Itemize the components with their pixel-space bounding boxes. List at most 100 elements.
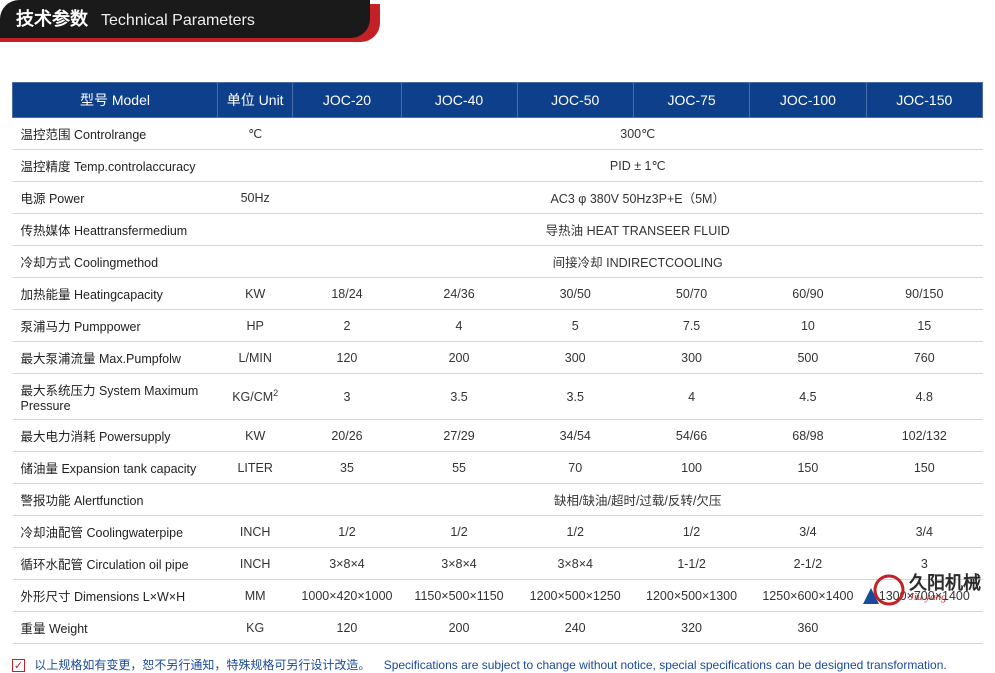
row-cell: 35 [293, 452, 401, 484]
row-cell: 3×8×4 [517, 548, 633, 580]
row-cell: 18/24 [293, 278, 401, 310]
table-row: 储油量 Expansion tank capacityLITER35557010… [13, 452, 983, 484]
row-label: 传热媒体 Heattransfermedium [13, 214, 218, 246]
row-cell: 4 [633, 374, 749, 420]
row-cell: 5 [517, 310, 633, 342]
column-header: JOC-40 [401, 83, 517, 118]
row-cell: 68/98 [750, 420, 866, 452]
row-label: 最大泵浦流量 Max.Pumpfolw [13, 342, 218, 374]
row-cell: 70 [517, 452, 633, 484]
row-cell: 54/66 [633, 420, 749, 452]
row-value-spanned: 导热油 HEAT TRANSEER FLUID [293, 214, 983, 246]
row-value-spanned: AC3 φ 380V 50Hz3P+E（5M） [293, 182, 983, 214]
column-header: JOC-20 [293, 83, 401, 118]
row-cell: 15 [866, 310, 982, 342]
row-cell: 3×8×4 [401, 548, 517, 580]
parameters-table: 型号 Model单位 UnitJOC-20JOC-40JOC-50JOC-75J… [12, 82, 983, 644]
row-label: 冷却油配管 Coolingwaterpipe [13, 516, 218, 548]
row-cell: 34/54 [517, 420, 633, 452]
row-cell: 1200×500×1300 [633, 580, 749, 612]
row-unit [217, 214, 292, 246]
table-row: 泵浦马力 PumppowerHP2457.51015 [13, 310, 983, 342]
row-cell: 2-1/2 [750, 548, 866, 580]
row-cell: 320 [633, 612, 749, 644]
row-cell: 55 [401, 452, 517, 484]
row-cell: 2 [293, 310, 401, 342]
row-cell: 7.5 [633, 310, 749, 342]
row-cell: 360 [750, 612, 866, 644]
row-label: 最大系统压力 System Maximum Pressure [13, 374, 218, 420]
column-header: 型号 Model [13, 83, 218, 118]
table-row: 冷却油配管 CoolingwaterpipeINCH1/21/21/21/23/… [13, 516, 983, 548]
row-value-spanned: 缺相/缺油/超时/过载/反转/欠压 [293, 484, 983, 516]
row-label: 温控范围 Controlrange [13, 118, 218, 150]
table-row: 电源 Power50HzAC3 φ 380V 50Hz3P+E（5M） [13, 182, 983, 214]
table-header: 型号 Model单位 UnitJOC-20JOC-40JOC-50JOC-75J… [13, 83, 983, 118]
table-row: 最大系统压力 System Maximum PressureKG/CM233.5… [13, 374, 983, 420]
table-row: 温控范围 Controlrange℃300℃ [13, 118, 983, 150]
banner-title-en: Technical Parameters [101, 12, 255, 29]
row-unit: KW [217, 278, 292, 310]
row-cell: 1250×600×1400 [750, 580, 866, 612]
row-value-spanned: 300℃ [293, 118, 983, 150]
row-unit: KW [217, 420, 292, 452]
table-row: 冷却方式 Coolingmethod 间接冷却 INDIRECTCOOLING [13, 246, 983, 278]
row-cell: 60/90 [750, 278, 866, 310]
row-unit [217, 484, 292, 516]
row-cell: 30/50 [517, 278, 633, 310]
row-label: 循环水配管 Circulation oil pipe [13, 548, 218, 580]
row-label: 冷却方式 Coolingmethod [13, 246, 218, 278]
row-label: 加热能量 Heatingcapacity [13, 278, 218, 310]
row-unit: KG [217, 612, 292, 644]
footnote-en: Specifications are subject to change wit… [384, 658, 947, 672]
table-row: 传热媒体 Heattransfermedium 导热油 HEAT TRANSEER… [13, 214, 983, 246]
row-label: 重量 Weight [13, 612, 218, 644]
title-banner: 技术参数 Technical Parameters [0, 0, 995, 42]
row-cell: 20/26 [293, 420, 401, 452]
table-row: 最大泵浦流量 Max.PumpfolwL/MIN1202003003005007… [13, 342, 983, 374]
row-cell: 90/150 [866, 278, 982, 310]
row-unit: KG/CM2 [217, 374, 292, 420]
footnote: ✓ 以上规格如有变更，恕不另行通知，特殊规格可另行设计改造。 Specifica… [0, 644, 995, 673]
row-cell: 4.5 [750, 374, 866, 420]
column-header: JOC-100 [750, 83, 866, 118]
row-label: 温控精度 Temp.controlaccuracy [13, 150, 218, 182]
checkmark-icon: ✓ [12, 659, 25, 672]
row-cell: 3.5 [401, 374, 517, 420]
row-cell: 200 [401, 342, 517, 374]
logo-icon [861, 568, 905, 608]
row-unit: MM [217, 580, 292, 612]
row-cell: 1-1/2 [633, 548, 749, 580]
table-row: 循环水配管 Circulation oil pipeINCH3×8×43×8×4… [13, 548, 983, 580]
row-value-spanned: 间接冷却 INDIRECTCOOLING [293, 246, 983, 278]
row-cell: 3/4 [866, 516, 982, 548]
row-cell: 1/2 [401, 516, 517, 548]
row-cell: 24/36 [401, 278, 517, 310]
table-body: 温控范围 Controlrange℃300℃温控精度 Temp.controla… [13, 118, 983, 644]
row-cell: 10 [750, 310, 866, 342]
row-cell: 4.8 [866, 374, 982, 420]
column-header: JOC-150 [866, 83, 982, 118]
column-header: JOC-50 [517, 83, 633, 118]
row-cell: 1150×500×1150 [401, 580, 517, 612]
row-cell: 1200×500×1250 [517, 580, 633, 612]
row-unit: L/MIN [217, 342, 292, 374]
table-row: 加热能量 HeatingcapacityKW18/2424/3630/5050/… [13, 278, 983, 310]
row-unit: INCH [217, 548, 292, 580]
table-row: 温控精度 Temp.controlaccuracyPID ± 1℃ [13, 150, 983, 182]
table-row: 重量 WeightKG120200240320360 [13, 612, 983, 644]
row-cell: 3×8×4 [293, 548, 401, 580]
table-row: 警报功能 Alertfunction缺相/缺油/超时/过载/反转/欠压 [13, 484, 983, 516]
row-unit: LITER [217, 452, 292, 484]
footnote-cn: 以上规格如有变更，恕不另行通知，特殊规格可另行设计改造。 [34, 658, 370, 672]
row-cell: 1000×420×1000 [293, 580, 401, 612]
row-label: 储油量 Expansion tank capacity [13, 452, 218, 484]
column-header: JOC-75 [633, 83, 749, 118]
row-cell: 1/2 [293, 516, 401, 548]
row-unit: INCH [217, 516, 292, 548]
row-unit [217, 246, 292, 278]
table-row: 最大电力消耗 PowersupplyKW20/2627/2934/5454/66… [13, 420, 983, 452]
row-cell: 102/132 [866, 420, 982, 452]
row-cell: 120 [293, 612, 401, 644]
row-label: 泵浦马力 Pumppower [13, 310, 218, 342]
